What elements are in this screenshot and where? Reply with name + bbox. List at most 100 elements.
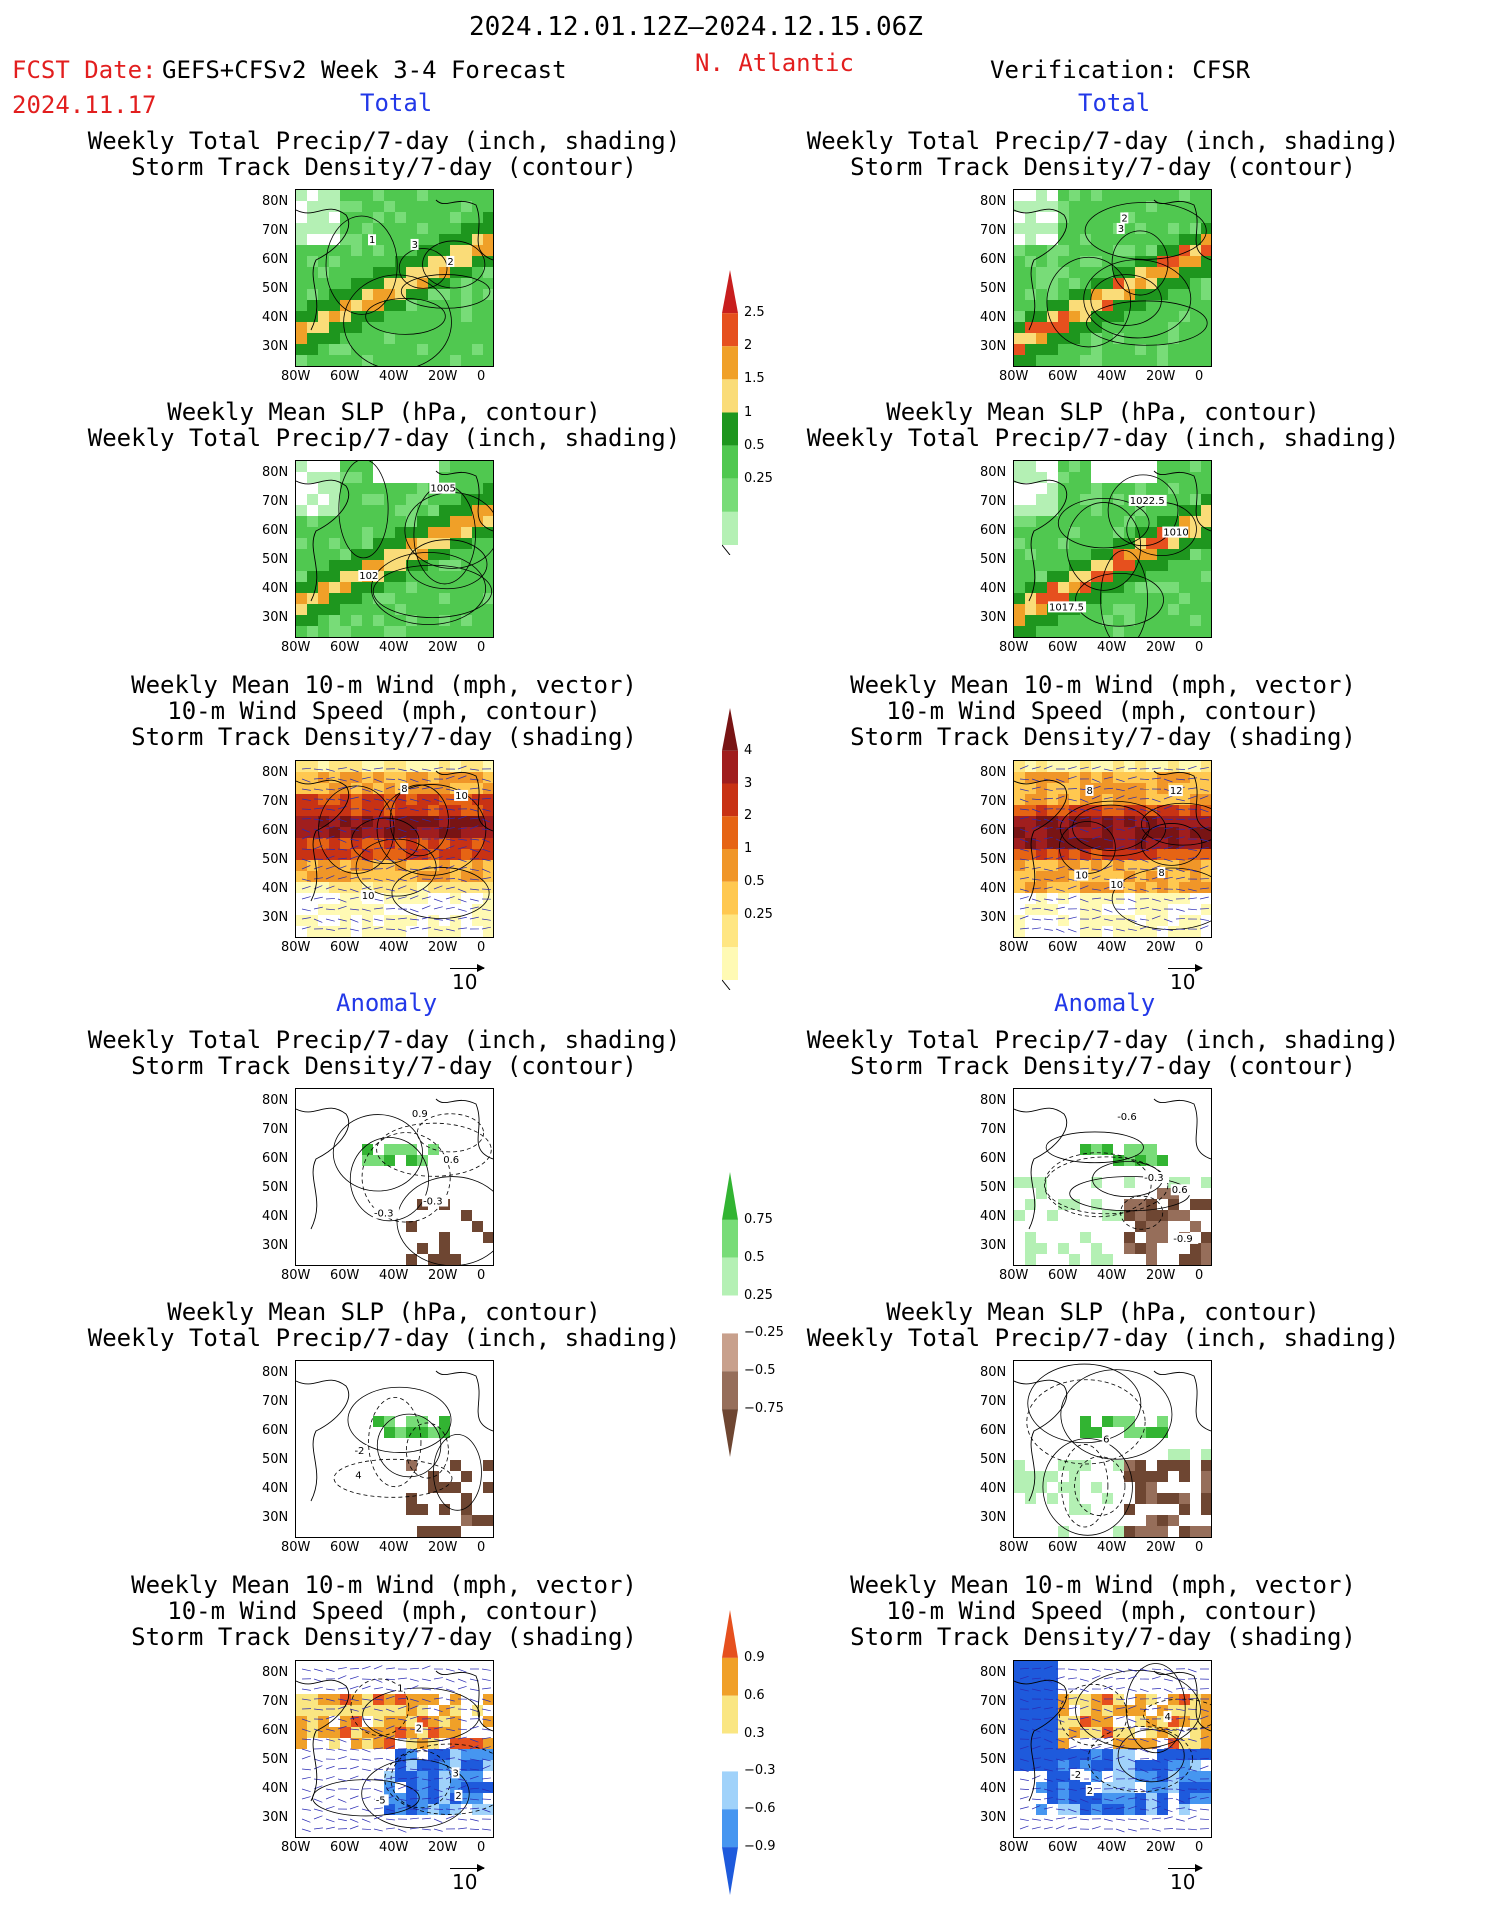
contour-label: 1022.5 [1130,496,1165,507]
contour-label-bg [358,570,379,582]
coastline [1014,1370,1211,1502]
lon-tick-label: 20W [428,1268,458,1283]
lat-tick-label: 70N [980,1122,1007,1137]
contour-label-bg [353,1444,368,1456]
coastline [1014,199,1211,331]
shading-field [1014,761,1211,937]
colorbar-segment [722,708,738,751]
colorbar-level-label: 0.25 [744,1287,773,1303]
colorbar-segment [722,1295,738,1334]
panel-title-line: 10-m Wind Speed (mph, contour) [886,1597,1320,1625]
lat-tick-label: 60N [262,1723,289,1738]
panel-title-line: Storm Track Density/7-day (shading) [850,723,1356,751]
contour-lines [332,1113,493,1265]
lat-tick-label: 80N [262,1665,289,1680]
section-anomaly-right: Anomaly [1054,989,1156,1017]
panel-title-line: Weekly Mean SLP (hPa, contour) [886,1298,1320,1326]
contour-label-bg [374,1794,389,1806]
panel-title-line: Weekly Mean 10-m Wind (mph, vector) [850,671,1356,699]
contour-label: -2 [354,1446,364,1457]
lat-tick-label: 40N [980,310,1007,325]
contour-label-bg [372,1207,399,1219]
panel-title-line: 10-m Wind Speed (mph, contour) [167,1597,601,1625]
panel-title-line: Storm Track Density/7-day (contour) [850,153,1356,181]
lon-tick-label: 40W [379,1840,409,1855]
contour-label: 6 [1103,1435,1109,1446]
vector-ref-label: 10 [1170,1870,1196,1894]
lon-tick-label: 80W [999,1540,1029,1555]
lon-tick-label: 60W [1048,1540,1078,1555]
coastline [296,1098,493,1230]
lat-tick-label: 80N [262,1365,289,1380]
lon-tick-label: 60W [330,1540,360,1555]
coastline [296,770,493,902]
lat-tick-label: 50N [262,1452,289,1467]
lon-tick-label: 0 [477,1840,486,1855]
contour-label-bg [1074,869,1089,881]
panel-title-line: 10-m Wind Speed (mph, contour) [167,697,601,725]
verification-title: Verification: CFSR [990,56,1251,84]
map-panel: 2 1 2 3 -5 [295,1660,494,1838]
contour-label-bg [1170,1184,1191,1196]
lat-tick-label: 60N [980,252,1007,267]
contour-label-bg [429,482,456,494]
shading-field [296,190,493,366]
contour-label-bg [451,1767,460,1779]
lon-tick-label: 20W [1146,1268,1176,1283]
colorbar-segment [722,1333,738,1372]
lat-tick-label: 60N [262,823,289,838]
colorbar-segment [722,1172,738,1220]
vector-ref-label: 10 [452,1870,478,1894]
lat-tick-label: 50N [262,281,289,296]
lat-tick-label: 70N [980,1394,1007,1409]
lon-tick-label: 40W [1097,940,1127,955]
contour-label: 3 [412,240,418,251]
fcst-date-label: FCST Date: [12,56,157,84]
lat-tick-label: 60N [262,1151,289,1166]
lat-tick-label: 70N [980,1694,1007,1709]
lon-tick-label: 60W [330,640,360,655]
panel-title-line: Storm Track Density/7-day (shading) [850,1623,1356,1651]
lat-tick-label: 80N [980,765,1007,780]
map-panel: 1017.5 1010 1022.5 [1013,460,1212,638]
colorbar-segment [722,511,738,545]
lat-tick-label: 40N [980,881,1007,896]
lon-tick-label: 60W [1048,1268,1078,1283]
colorbar-segment [722,1771,738,1810]
lon-tick-label: 60W [1048,940,1078,955]
lon-tick-label: 0 [1195,640,1204,655]
lon-tick-label: 80W [999,1268,1029,1283]
colorbar-level-label: 2.5 [744,305,765,321]
lat-tick-label: 30N [980,610,1007,625]
lon-tick-label: 20W [428,640,458,655]
lon-tick-label: 80W [999,940,1029,955]
lon-tick-label: 60W [330,1840,360,1855]
lat-tick-label: 40N [262,1209,289,1224]
contour-label-bg [1172,1232,1199,1244]
panel-title-line: Weekly Total Precip/7-day (inch, shading… [87,1324,681,1352]
panel-title-line: Storm Track Density/7-day (shading) [131,723,637,751]
lat-tick-label: 30N [980,1510,1007,1525]
coastline [1014,770,1211,902]
colorbar-level-label: −0.25 [744,1325,784,1341]
lat-tick-label: 50N [262,552,289,567]
panel-title-line: Storm Track Density/7-day (contour) [131,153,637,181]
colorbar-level-label: −0.75 [744,1401,784,1417]
panel-title-line: Weekly Total Precip/7-day (inch, shading… [87,127,681,155]
region-title: N. Atlantic [695,49,854,77]
contour-label-bg [1168,785,1183,797]
contour-label-bg [1085,1784,1094,1796]
section-total-right: Total [1078,89,1151,117]
map-svg: 1 2 3 [296,190,493,366]
lon-tick-label: 20W [428,1840,458,1855]
map-svg: 6 [1014,1363,1211,1537]
colorbar [722,708,738,990]
panel-title-line: Weekly Total Precip/7-day (inch, shading… [87,424,681,452]
map-svg: 4 -2 2 [1014,1661,1211,1833]
contour-label: 10 [1075,871,1088,882]
lat-tick-label: 50N [980,1452,1007,1467]
lat-tick-label: 40N [980,1209,1007,1224]
lat-tick-label: 30N [262,910,289,925]
contour-label: 4 [1164,1712,1170,1723]
coastline [296,1670,493,1802]
